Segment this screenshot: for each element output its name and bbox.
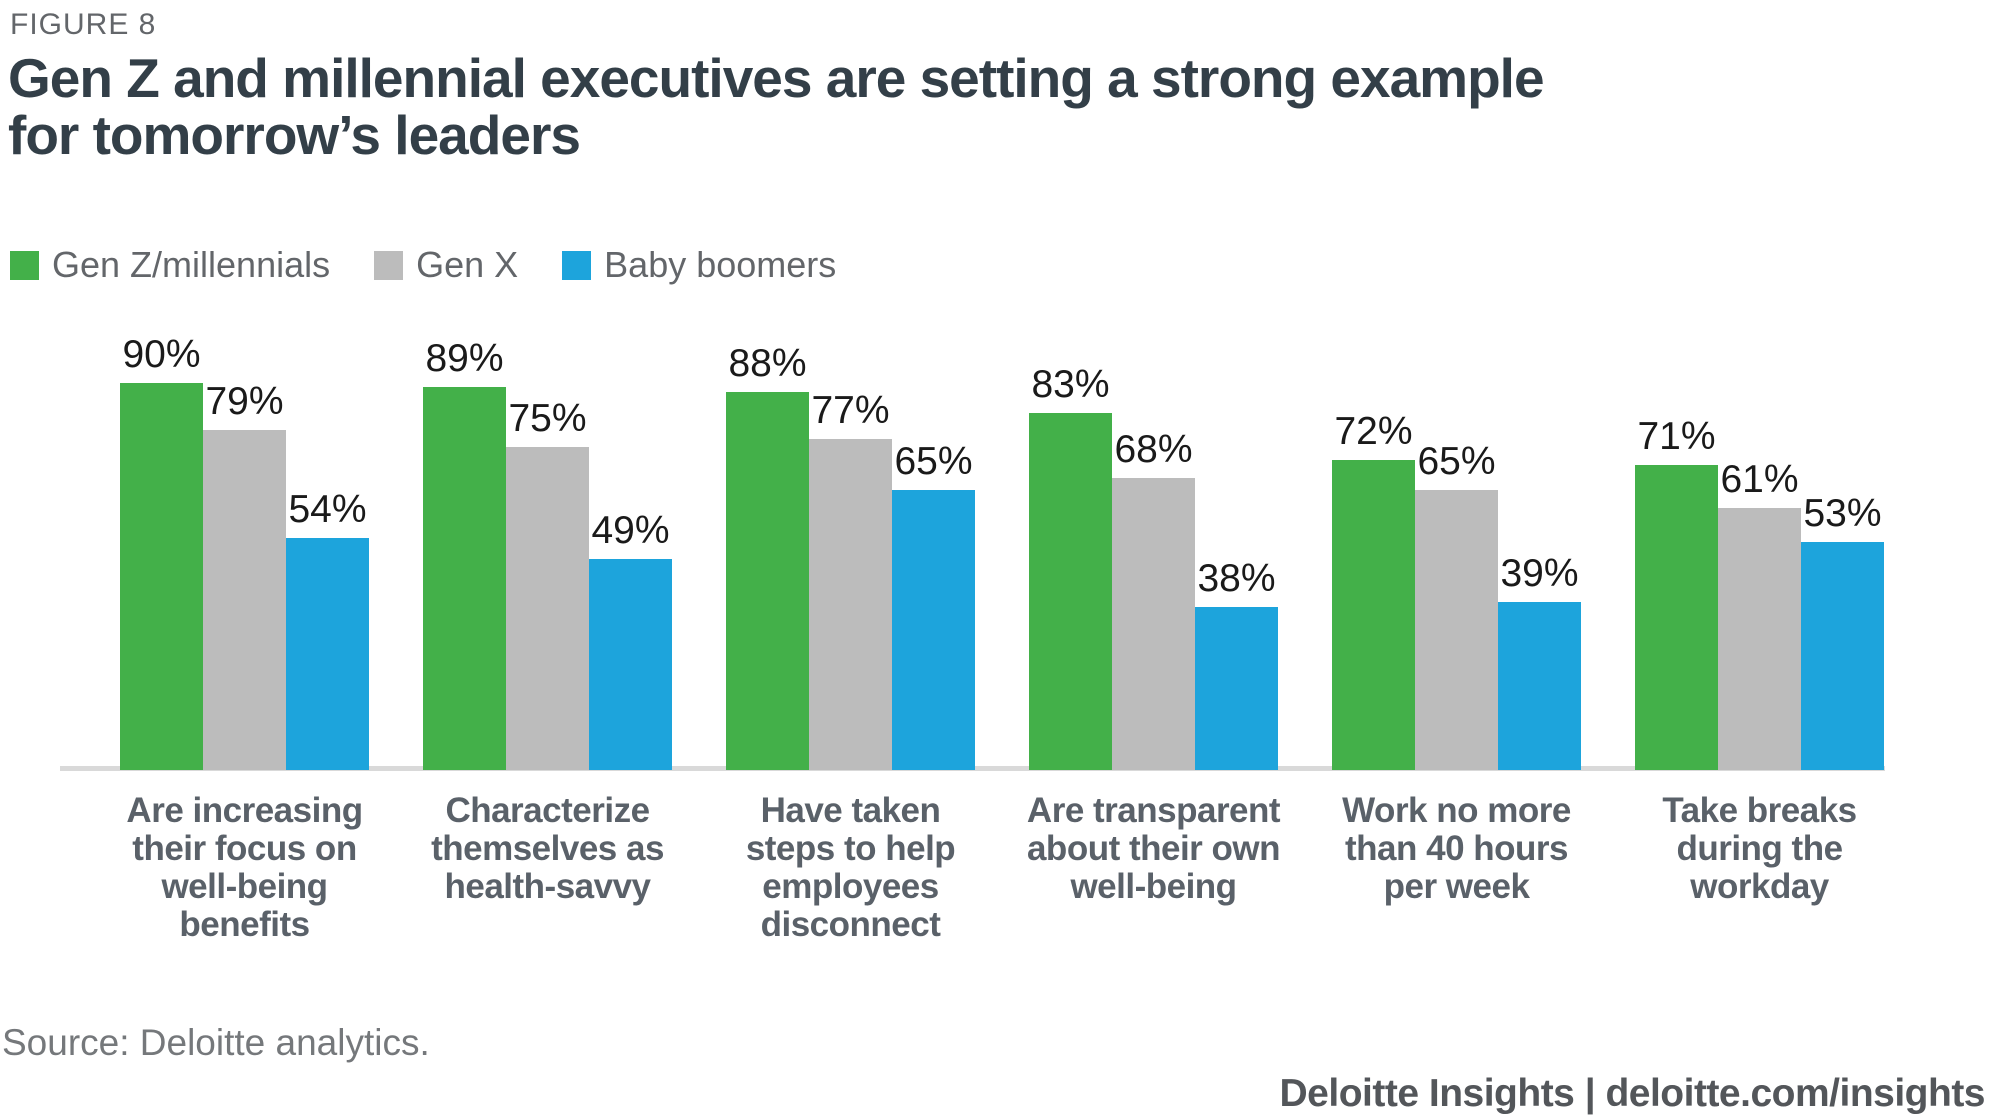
category-label-4: Work no more than 40 hours per week: [1307, 792, 1607, 906]
legend-label: Baby boomers: [604, 244, 837, 285]
category-label-line: themselves as: [431, 829, 664, 868]
bar-value-label: 65%: [1417, 440, 1496, 483]
bar-value-label: 75%: [508, 397, 587, 440]
legend-swatch-icon: [374, 250, 404, 280]
chart-title-line-1: Gen Z and millennial executives are sett…: [8, 47, 1545, 109]
bar-4-series-0: [1332, 460, 1415, 770]
category-label-line: well-being: [1070, 867, 1237, 906]
legend-item-2: Baby boomers: [562, 244, 836, 286]
category-label-line: employees: [762, 867, 939, 906]
bar-value-label: 68%: [1114, 428, 1193, 471]
chart-title: Gen Z and millennial executives are sett…: [8, 47, 1545, 166]
legend: Gen Z/millennials Gen X Baby boomers: [10, 244, 836, 286]
category-label-line: their focus on: [132, 829, 357, 868]
category-label-line: Are increasing: [126, 791, 363, 830]
category-label-line: during the: [1676, 829, 1843, 868]
bar-value-label: 61%: [1720, 458, 1799, 501]
bar-value-label: 65%: [894, 440, 973, 483]
bar-value-label: 79%: [205, 380, 284, 423]
category-label-0: Are increasing their focus on well-being be…: [95, 792, 395, 944]
category-label-line: per week: [1383, 867, 1530, 906]
category-label-5: Take breaks during the workday: [1610, 792, 1910, 906]
bar-value-label: 83%: [1031, 363, 1110, 406]
category-label-line: steps to help: [745, 829, 956, 868]
category-label-line: Take breaks: [1662, 791, 1857, 830]
bar-value-label: 71%: [1637, 415, 1716, 458]
bar-1-series-2: [589, 559, 672, 770]
bar-value-label: 77%: [811, 389, 890, 432]
bar-2-series-1: [809, 439, 892, 770]
category-label-line: benefits: [179, 905, 310, 944]
footer-brand: Deloitte Insights | deloitte.com/insight…: [1279, 1072, 1986, 1115]
category-label-line: than 40 hours: [1345, 829, 1568, 868]
category-label-line: Characterize: [445, 791, 650, 830]
legend-swatch-icon: [562, 250, 592, 280]
legend-swatch-icon: [10, 250, 39, 280]
category-label-line: workday: [1690, 867, 1829, 906]
bar-0-series-1: [203, 430, 286, 770]
category-label-line: about their own: [1026, 829, 1281, 868]
bar-3-series-1: [1112, 478, 1195, 770]
category-label-line: health-savvy: [444, 867, 651, 906]
category-label-line: Have taken: [760, 791, 941, 830]
bar-1-series-1: [506, 447, 589, 770]
bar-3-series-0: [1029, 413, 1112, 770]
bar-value-label: 53%: [1803, 492, 1882, 535]
figure-label: FIGURE 8: [10, 8, 157, 41]
bar-2-series-2: [892, 490, 975, 770]
bar-value-label: 89%: [425, 337, 504, 380]
legend-item-1: Gen X: [374, 244, 518, 286]
legend-item-0: Gen Z/millennials: [10, 244, 330, 286]
category-label-2: Have taken steps to help employees disconne…: [701, 792, 1001, 944]
bar-5-series-2: [1801, 542, 1884, 770]
bar-value-label: 88%: [728, 342, 807, 385]
bar-4-series-1: [1415, 490, 1498, 770]
category-label-3: Are transparent about their own well-being: [1004, 792, 1304, 906]
category-label-line: disconnect: [760, 905, 941, 944]
category-label-line: Are transparent: [1026, 791, 1281, 830]
bar-4-series-2: [1498, 602, 1581, 770]
legend-label: Gen Z/millennials: [52, 244, 331, 285]
chart-title-line-2: for tomorrow’s leaders: [8, 104, 581, 166]
bar-value-label: 72%: [1334, 410, 1413, 453]
bar-value-label: 90%: [122, 333, 201, 376]
legend-label: Gen X: [416, 244, 519, 285]
bar-value-label: 49%: [591, 509, 670, 552]
category-label-line: Work no more: [1342, 791, 1571, 830]
bar-0-series-2: [286, 538, 369, 770]
bar-3-series-2: [1195, 607, 1278, 770]
bar-2-series-0: [726, 392, 809, 770]
bar-5-series-0: [1635, 465, 1718, 770]
bar-value-label: 38%: [1197, 557, 1276, 600]
bar-1-series-0: [423, 387, 506, 770]
bar-value-label: 54%: [288, 488, 367, 531]
bar-5-series-1: [1718, 508, 1801, 770]
bar-value-label: 39%: [1500, 552, 1579, 595]
category-label-1: Characterize themselves as health-savvy: [398, 792, 698, 906]
category-label-line: well-being: [161, 867, 328, 906]
bar-0-series-0: [120, 383, 203, 770]
source-note: Source: Deloitte analytics.: [2, 1022, 430, 1063]
